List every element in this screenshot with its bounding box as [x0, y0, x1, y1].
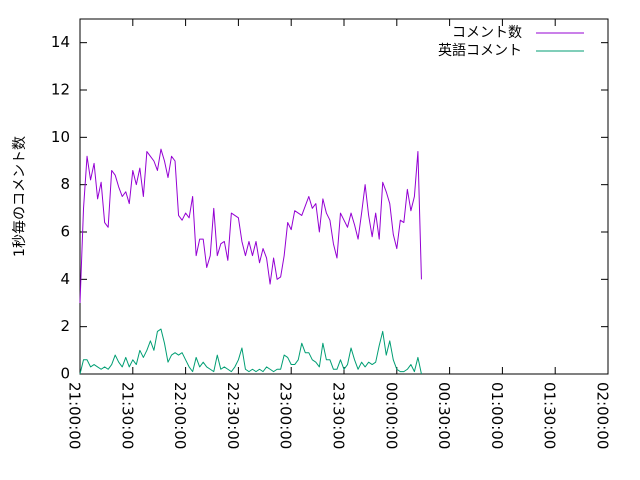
y-tick-label: 4	[60, 270, 70, 288]
x-tick-label: 01:00:00	[488, 382, 506, 449]
x-tick-label: 22:00:00	[171, 382, 189, 449]
legend-label: コメント数	[452, 25, 522, 41]
series-line-1	[79, 148, 422, 304]
x-tick-label: 22:30:00	[224, 382, 242, 449]
x-tick-label: 23:00:00	[277, 382, 295, 449]
y-tick-label: 8	[60, 175, 70, 193]
y-tick-label: 2	[60, 317, 70, 335]
series-line-2	[79, 328, 422, 375]
series-lines	[79, 148, 422, 375]
y-axis: 0 2 4 6 8 10 12 14	[51, 33, 608, 383]
y-tick-label: 14	[51, 33, 70, 51]
x-tick-label: 00:00:00	[382, 382, 400, 449]
x-axis: 21:00:00 21:30:00 22:00:00 22:30:00 23:00:00…	[66, 19, 612, 449]
y-tick-label: 6	[60, 223, 70, 241]
y-tick-label: 10	[51, 128, 70, 146]
x-tick-label: 21:30:00	[118, 382, 136, 449]
x-tick-label: 00:30:00	[435, 382, 453, 449]
legend-label: 英語コメント	[438, 42, 522, 59]
plot-frame	[79, 18, 609, 375]
x-tick-label: 23:30:00	[330, 382, 348, 449]
x-tick-label: 02:00:00	[594, 382, 612, 449]
y-axis-label: 1秒毎のコメント数	[12, 136, 28, 257]
x-tick-label: 01:30:00	[541, 382, 559, 449]
x-tick-label: 21:00:00	[66, 382, 84, 449]
y-tick-label: 12	[51, 81, 70, 99]
y-tick-label: 0	[60, 365, 70, 383]
